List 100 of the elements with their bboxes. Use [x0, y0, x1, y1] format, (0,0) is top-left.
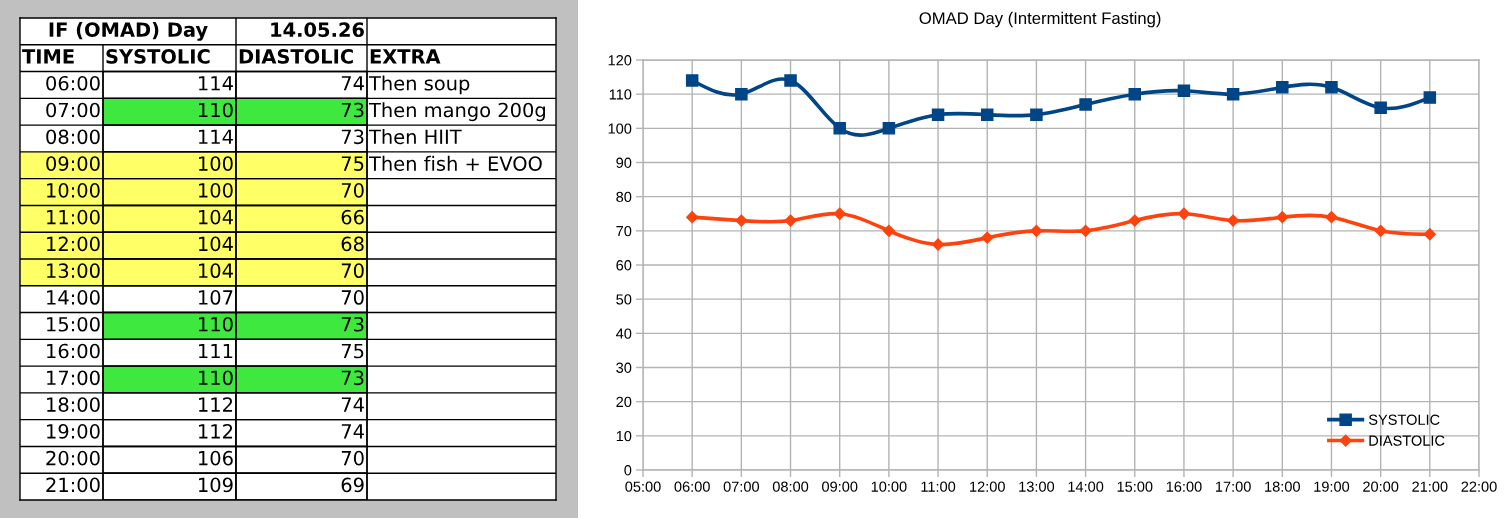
x-tick-label: 17:00	[1215, 481, 1251, 492]
data-label: 110	[199, 316, 233, 332]
data-label: 100	[199, 156, 233, 171]
point	[685, 74, 699, 87]
x-tick-label: 20:00	[1363, 481, 1399, 492]
point	[784, 74, 797, 87]
point	[1423, 91, 1437, 104]
x-tick-label: 19:00	[1314, 481, 1350, 492]
data-label: 74	[341, 76, 364, 91]
point	[1325, 81, 1338, 94]
y-tick-label: 70	[616, 225, 632, 237]
data-label: 70	[341, 290, 364, 305]
y2-tick-label: Then soup	[368, 75, 470, 95]
data-label: 114	[199, 76, 233, 91]
point	[784, 214, 797, 227]
y-tick-label: 17:00	[47, 370, 100, 386]
point	[1374, 224, 1387, 237]
x-tick-label: 05:00	[625, 481, 661, 492]
y-tick-label: 06:00	[46, 75, 100, 91]
data-label: 70	[341, 182, 364, 198]
y-tick-label: 60	[616, 260, 632, 271]
chart-title: IF (OMAD) Day	[49, 21, 208, 41]
x-tick-label: 06:00	[674, 481, 710, 492]
point	[882, 122, 896, 135]
y-tick-label: 100	[608, 123, 632, 134]
data-label: 106	[199, 450, 233, 466]
y-tick-label: 15:00	[47, 316, 100, 332]
data-label: 68	[341, 236, 364, 252]
data-label: 73	[341, 316, 364, 332]
data-label: 110	[199, 370, 233, 386]
data-label: 100	[199, 182, 233, 198]
data-label: 104	[199, 236, 233, 252]
x-tick-label: 18:00	[1265, 481, 1300, 492]
data-label: 110	[199, 102, 233, 118]
point	[833, 122, 846, 135]
x-tick-label: 15:00	[1117, 481, 1153, 492]
point	[735, 87, 748, 101]
data-label: 104	[199, 263, 233, 279]
x-tick-label: 22:00	[1461, 481, 1497, 492]
point	[980, 108, 994, 121]
point	[1030, 224, 1043, 237]
y-tick-label: 16:00	[47, 343, 100, 359]
legend-label: DIASTOLIC	[1369, 435, 1445, 446]
y2-tick-label: Then HIIT	[368, 129, 462, 145]
data-label: 73	[341, 370, 364, 386]
x-tick-label: 11:00	[921, 481, 956, 492]
y-tick-label: 20:00	[46, 450, 100, 466]
data-label: 66	[341, 209, 364, 225]
point	[1276, 81, 1289, 94]
data-label: 112	[199, 423, 233, 439]
data-label: 104	[199, 209, 233, 225]
y-tick-label: 120	[608, 55, 632, 66]
y-tick-label: 10	[616, 430, 632, 442]
x-tick-label: 14:00	[1068, 481, 1104, 492]
data-label: 73	[341, 102, 364, 118]
point	[1128, 87, 1142, 101]
x-tick-label: 21:00	[1412, 481, 1448, 492]
x-tick-label: 07:00	[723, 481, 760, 492]
point	[686, 211, 699, 224]
y-tick-label: 80	[616, 191, 632, 203]
y-tick-label: 0	[624, 465, 632, 476]
x-tick-label: 16:00	[1166, 481, 1202, 492]
point	[1423, 228, 1436, 241]
point	[735, 214, 748, 227]
legend-label: SYSTOLIC	[1368, 414, 1440, 425]
y-tick-label: 07:00	[46, 102, 100, 118]
point	[1226, 87, 1240, 101]
data-label: 75	[341, 343, 364, 359]
y-tick-label: 10:00	[47, 182, 100, 198]
x-tick-label: 13:00	[1019, 481, 1055, 492]
point	[931, 108, 945, 121]
data-label: 73	[341, 129, 364, 145]
y-tick-label: 18:00	[47, 397, 100, 412]
chart-title: OMAD Day (Intermittent Fasting)	[919, 11, 1161, 28]
x-tick-label: 10:00	[871, 481, 907, 492]
data-label: 75	[341, 156, 364, 171]
y-tick-label: 30	[616, 362, 632, 373]
y-tick-label: 40	[616, 328, 632, 339]
point	[981, 231, 994, 244]
point	[833, 207, 846, 220]
y-tick-label: 19:00	[47, 423, 100, 439]
point	[1079, 98, 1092, 111]
y2-tick-label: Then mango 200g	[368, 102, 545, 122]
point	[882, 224, 895, 237]
point	[1325, 211, 1338, 224]
data-label: 74	[341, 424, 364, 439]
data-label: 69	[341, 477, 364, 493]
point	[1128, 214, 1141, 227]
data-label: 70	[341, 263, 364, 279]
chart-subtitle: 14.05.26	[271, 22, 364, 38]
y-tick-label: 12:00	[47, 236, 100, 252]
point	[1276, 211, 1289, 224]
y-tick-label: 20	[616, 396, 632, 408]
y-tick-label: 13:00	[47, 263, 100, 279]
point	[931, 238, 945, 251]
data-label: 70	[341, 450, 364, 466]
point	[1374, 101, 1387, 115]
data-label: 111	[199, 343, 233, 359]
data-label: 112	[199, 397, 233, 412]
data-label: 109	[199, 477, 233, 493]
